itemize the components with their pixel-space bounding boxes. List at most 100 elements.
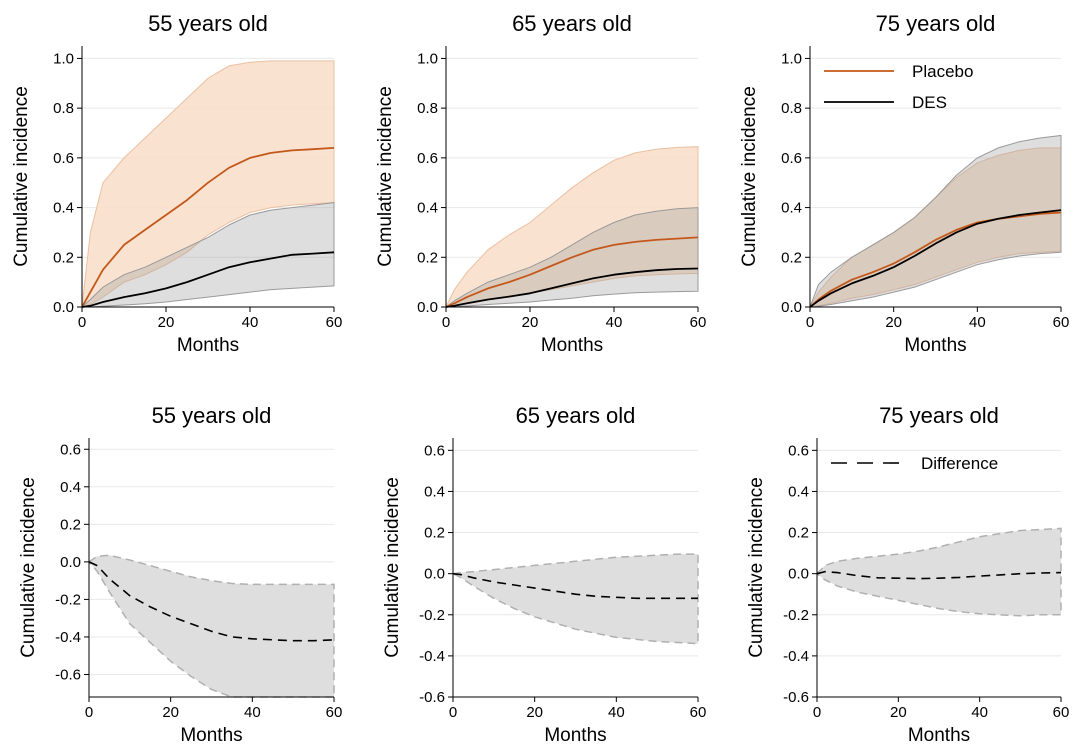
y-tick-label: -0.4 bbox=[419, 648, 445, 665]
legend-label-des: DES bbox=[912, 93, 947, 112]
ci-band-placebo bbox=[81, 60, 335, 308]
y-tick-label: -0.6 bbox=[783, 689, 809, 706]
y-tick-label: 0.0 bbox=[788, 566, 809, 583]
series-line-placebo bbox=[81, 147, 335, 308]
x-tick-label: 60 bbox=[690, 314, 707, 331]
y-tick-label: -0.2 bbox=[419, 607, 445, 624]
series-line-des bbox=[809, 209, 1062, 308]
x-tick-label: 20 bbox=[162, 704, 179, 721]
y-tick-label: -0.2 bbox=[783, 607, 809, 624]
x-tick-label: 40 bbox=[242, 314, 259, 331]
y-tick-label: 0.6 bbox=[788, 442, 809, 459]
y-tick-label: 0.6 bbox=[424, 442, 445, 459]
y-axis-label: Cumulative incidence bbox=[375, 86, 396, 267]
y-tick-label: 0.6 bbox=[60, 441, 81, 458]
x-axis-label: Months bbox=[908, 725, 970, 746]
chart-title: 65 years old bbox=[516, 403, 636, 428]
y-tick-label: -0.6 bbox=[419, 689, 445, 706]
x-axis-label: Months bbox=[180, 725, 242, 746]
y-tick-label: 0.2 bbox=[424, 525, 445, 542]
y-tick-label: 0.8 bbox=[781, 100, 802, 117]
legend-label-placebo: Placebo bbox=[912, 62, 973, 81]
y-axis-label: Cumulative incidence bbox=[739, 86, 760, 267]
chart-title: 75 years old bbox=[879, 403, 999, 428]
y-axis-label: Cumulative incidence bbox=[382, 477, 403, 658]
y-tick-label: 0.0 bbox=[53, 299, 74, 316]
y-axis-label: Cumulative incidence bbox=[11, 86, 32, 267]
x-axis-label: Months bbox=[544, 725, 606, 746]
y-tick-label: 0.6 bbox=[781, 150, 802, 167]
series-line-placebo bbox=[809, 211, 1062, 308]
y-tick-label: 0.2 bbox=[417, 249, 438, 266]
panel-top-55: 0.0 0.2 0.4 0.6 0.8 1.0 0 20 40 60 55 years old Mon… bbox=[11, 11, 342, 356]
y-tick-label: 0.0 bbox=[417, 299, 438, 316]
chart-title: 65 years old bbox=[512, 11, 632, 36]
y-tick-label: 0.8 bbox=[53, 100, 74, 117]
y-tick-label: -0.6 bbox=[55, 666, 81, 683]
y-axis-label: Cumulative incidence bbox=[18, 477, 39, 658]
x-tick-label: 40 bbox=[244, 704, 261, 721]
y-tick-label: 0.4 bbox=[53, 200, 74, 217]
x-tick-label: 40 bbox=[969, 314, 986, 331]
series-line-des bbox=[81, 251, 335, 308]
x-tick-label: 0 bbox=[78, 314, 86, 331]
panel-bottom-55: -0.6 -0.4 -0.2 0.0 0.2 0.4 0.6 0 20 40 60 55 years … bbox=[18, 403, 342, 746]
x-tick-label: 0 bbox=[813, 704, 821, 721]
ci-band-difference bbox=[815, 527, 1062, 617]
y-tick-label: 1.0 bbox=[781, 50, 802, 67]
y-tick-label: 0.0 bbox=[60, 554, 81, 571]
panel-bottom-75: -0.6 -0.4 -0.2 0.0 0.2 0.4 0.6 0 20 40 60 75 years … bbox=[746, 403, 1069, 746]
x-tick-label: 0 bbox=[806, 314, 814, 331]
x-tick-label: 20 bbox=[890, 704, 907, 721]
y-tick-label: 0.2 bbox=[788, 525, 809, 542]
chart-title: 55 years old bbox=[148, 11, 268, 36]
y-tick-label: 0.4 bbox=[781, 200, 802, 217]
ci-band-des bbox=[80, 202, 335, 308]
y-tick-label: -0.4 bbox=[783, 648, 809, 665]
series-line-placebo bbox=[445, 236, 699, 308]
series-line-difference bbox=[452, 572, 698, 600]
y-tick-label: 0.2 bbox=[60, 516, 81, 533]
x-axis-label: Months bbox=[541, 335, 603, 356]
y-tick-label: 0.6 bbox=[417, 150, 438, 167]
ci-band-des bbox=[809, 134, 1062, 308]
x-tick-label: 40 bbox=[971, 704, 988, 721]
y-tick-label: 0.8 bbox=[417, 100, 438, 117]
y-tick-label: 0.2 bbox=[53, 249, 74, 266]
x-tick-label: 60 bbox=[690, 704, 707, 721]
panel-bottom-65: -0.6 -0.4 -0.2 0.0 0.2 0.4 0.6 0 20 40 60 65 years … bbox=[382, 403, 706, 746]
x-tick-label: 20 bbox=[885, 314, 902, 331]
x-tick-label: 60 bbox=[326, 704, 343, 721]
x-axis-label: Months bbox=[904, 335, 966, 356]
y-tick-label: 0.4 bbox=[424, 483, 445, 500]
x-tick-label: 40 bbox=[606, 314, 623, 331]
y-tick-label: 0.0 bbox=[424, 566, 445, 583]
ci-band-difference bbox=[87, 554, 335, 698]
y-tick-label: 0.6 bbox=[53, 150, 74, 167]
series-line-difference bbox=[816, 570, 1062, 580]
x-tick-label: 0 bbox=[85, 704, 93, 721]
y-tick-label: 1.0 bbox=[53, 50, 74, 67]
x-tick-label: 40 bbox=[608, 704, 625, 721]
x-tick-label: 60 bbox=[1053, 314, 1070, 331]
x-tick-label: 0 bbox=[442, 314, 450, 331]
chart-title: 55 years old bbox=[152, 403, 272, 428]
chart-title: 75 years old bbox=[876, 11, 996, 36]
series-line-difference bbox=[88, 561, 335, 642]
y-tick-label: 0.4 bbox=[60, 479, 81, 496]
x-axis-label: Months bbox=[177, 335, 239, 356]
x-tick-label: 20 bbox=[526, 704, 543, 721]
y-tick-label: 0.2 bbox=[781, 249, 802, 266]
y-tick-label: 0.4 bbox=[788, 483, 809, 500]
y-tick-label: -0.4 bbox=[55, 629, 81, 646]
x-tick-label: 60 bbox=[1053, 704, 1070, 721]
x-tick-label: 60 bbox=[326, 314, 343, 331]
x-tick-label: 20 bbox=[158, 314, 175, 331]
series-line-des bbox=[445, 267, 699, 308]
legend-label-difference: Difference bbox=[921, 454, 998, 473]
y-axis-label: Cumulative incidence bbox=[746, 477, 767, 658]
x-tick-label: 0 bbox=[449, 704, 457, 721]
y-tick-label: -0.2 bbox=[55, 591, 81, 608]
panel-top-75: 0.0 0.2 0.4 0.6 0.8 1.0 0 20 40 60 75 years old Mon… bbox=[739, 11, 1069, 356]
